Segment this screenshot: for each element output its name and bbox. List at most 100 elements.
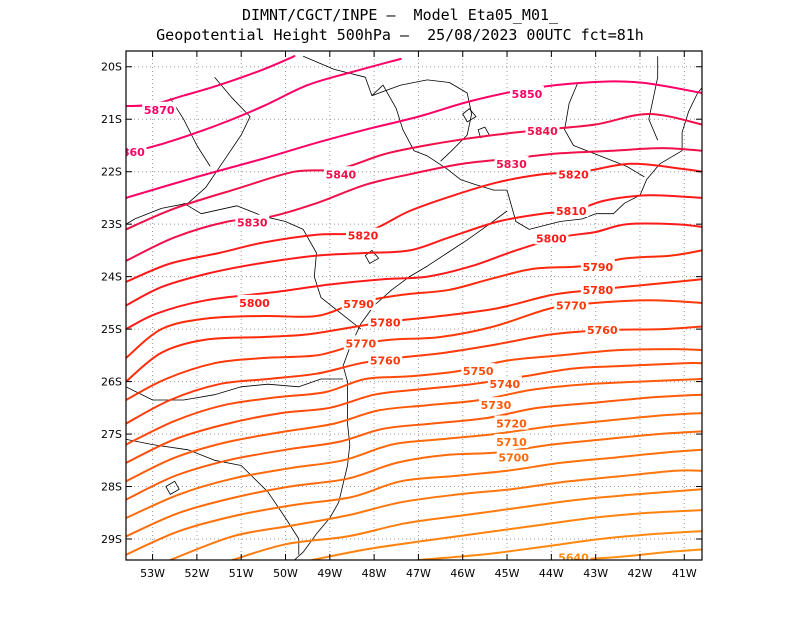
contour-label-bg	[323, 166, 358, 181]
state-border-2	[183, 202, 362, 330]
isoline-5750	[126, 348, 702, 446]
contour-label-bg	[126, 143, 147, 158]
lon-tick-label: 53W	[140, 567, 165, 580]
contour-label: 5790	[343, 298, 374, 311]
isoline-5690	[126, 448, 702, 556]
lat-tick-label: 29S	[101, 533, 122, 546]
contour-label: 5640	[558, 551, 589, 564]
contour-label-bg	[585, 322, 620, 337]
contour-label-bg	[368, 314, 403, 329]
lon-tick-label: 45W	[495, 567, 520, 580]
map-frame	[125, 50, 703, 561]
contour-label-bg	[494, 155, 529, 170]
coast-south	[294, 210, 508, 560]
contour-label-bg	[580, 259, 615, 274]
contour-label: 5820	[558, 168, 589, 181]
contour-layer	[126, 55, 702, 560]
state-border-3	[126, 378, 344, 401]
contour-label: 5810	[556, 205, 587, 218]
contour-label-bg	[368, 352, 403, 367]
isoline-5860	[126, 57, 402, 155]
contour-label: 5870	[144, 104, 175, 117]
contour-label: 5800	[536, 232, 567, 245]
contour-label: 5760	[587, 324, 618, 337]
contour-label: 5780	[583, 284, 614, 297]
contour-label-bg	[461, 363, 496, 378]
lon-tick-label: 44W	[539, 567, 564, 580]
isoline-5740	[126, 362, 702, 464]
contour-label-bg	[534, 230, 569, 245]
contour-label: 5710	[496, 436, 527, 449]
isoline-5840	[126, 113, 702, 231]
contour-label-bg	[494, 415, 529, 430]
contour-label-bg	[346, 227, 381, 242]
isoline-5700	[126, 430, 702, 538]
contour-label: 5830	[496, 158, 527, 171]
contour-label-bg	[341, 295, 376, 310]
contour-label: 5700	[498, 452, 529, 465]
isoline-5870	[126, 55, 296, 108]
contour-label: 5760	[370, 355, 401, 368]
state-border-8	[169, 97, 211, 167]
contour-label: 5800	[239, 297, 270, 310]
lon-tick-label: 51W	[229, 567, 254, 580]
contour-label-bg	[237, 294, 272, 309]
contour-label-layer: 5870 5860 5850 5840 5840 5830 5830 5820 5820 5810…	[126, 86, 620, 564]
state-border-1	[126, 76, 251, 225]
contour-label: 5830	[237, 217, 268, 230]
lon-tick-label: 52W	[184, 567, 209, 580]
isoline-5730	[126, 378, 702, 483]
contour-label: 5750	[463, 365, 494, 378]
isoline-5770	[126, 299, 702, 401]
lat-tick-label: 27S	[101, 428, 122, 441]
lat-tick-label: 25S	[101, 323, 122, 336]
contour-label: 5840	[527, 125, 558, 138]
contour-label-bg	[478, 397, 513, 412]
state-border-7	[648, 56, 659, 141]
contour-label-bg	[554, 297, 589, 312]
lat-tick-label: 24S	[101, 271, 122, 284]
isoline-5710	[126, 412, 702, 519]
lon-tick-label: 50W	[273, 567, 298, 580]
contour-label-bg	[554, 203, 589, 218]
contour-label-bg	[496, 449, 531, 464]
lon-tick-label: 49W	[317, 567, 342, 580]
contour-label: 5780	[370, 316, 401, 329]
contour-label-bg	[494, 433, 529, 448]
contour-label-bg	[142, 101, 177, 116]
contour-label-bg	[487, 376, 522, 391]
contour-label: 5770	[346, 337, 377, 350]
contour-label: 5840	[326, 168, 357, 181]
contour-label: 5790	[583, 261, 614, 274]
contour-label-bg	[556, 549, 591, 560]
state-border-5	[371, 79, 472, 162]
isoline-5820	[126, 162, 702, 283]
isoline-5670	[231, 488, 702, 560]
contour-label: 5740	[490, 378, 521, 391]
contour-label-bg	[509, 86, 544, 101]
lon-tick-label: 47W	[406, 567, 431, 580]
isoline-5650	[417, 530, 702, 560]
map-title-line1: DIMNT/CGCT/INPE – Model Eta05_M01_	[241, 6, 559, 24]
lat-tick-label: 21S	[101, 113, 122, 126]
state-border-6	[564, 82, 645, 178]
isoline-5850	[126, 80, 702, 199]
axis-ticks: 53W 52W 51W 50W 49W 48W 47W 46W 45W 44W 43W 42W 41W 2…	[101, 51, 702, 580]
contour-label-bg	[556, 166, 591, 181]
lon-tick-label: 41W	[672, 567, 697, 580]
lat-tick-label: 28S	[101, 481, 122, 494]
lat-tick-label: 26S	[101, 376, 122, 389]
lon-tick-label: 43W	[583, 567, 608, 580]
contour-label-bg	[343, 335, 378, 350]
island-d	[165, 480, 180, 495]
isoline-5830	[126, 147, 702, 262]
island-a	[462, 108, 477, 123]
lat-tick-label: 23S	[101, 218, 122, 231]
map-title-line2: Geopotential Height 500hPa – 25/08/2023 …	[156, 26, 644, 44]
contour-label-bg	[580, 281, 615, 296]
isoline-5800	[126, 222, 702, 331]
isoline-5720	[126, 393, 702, 501]
lat-tick-label: 22S	[101, 166, 122, 179]
